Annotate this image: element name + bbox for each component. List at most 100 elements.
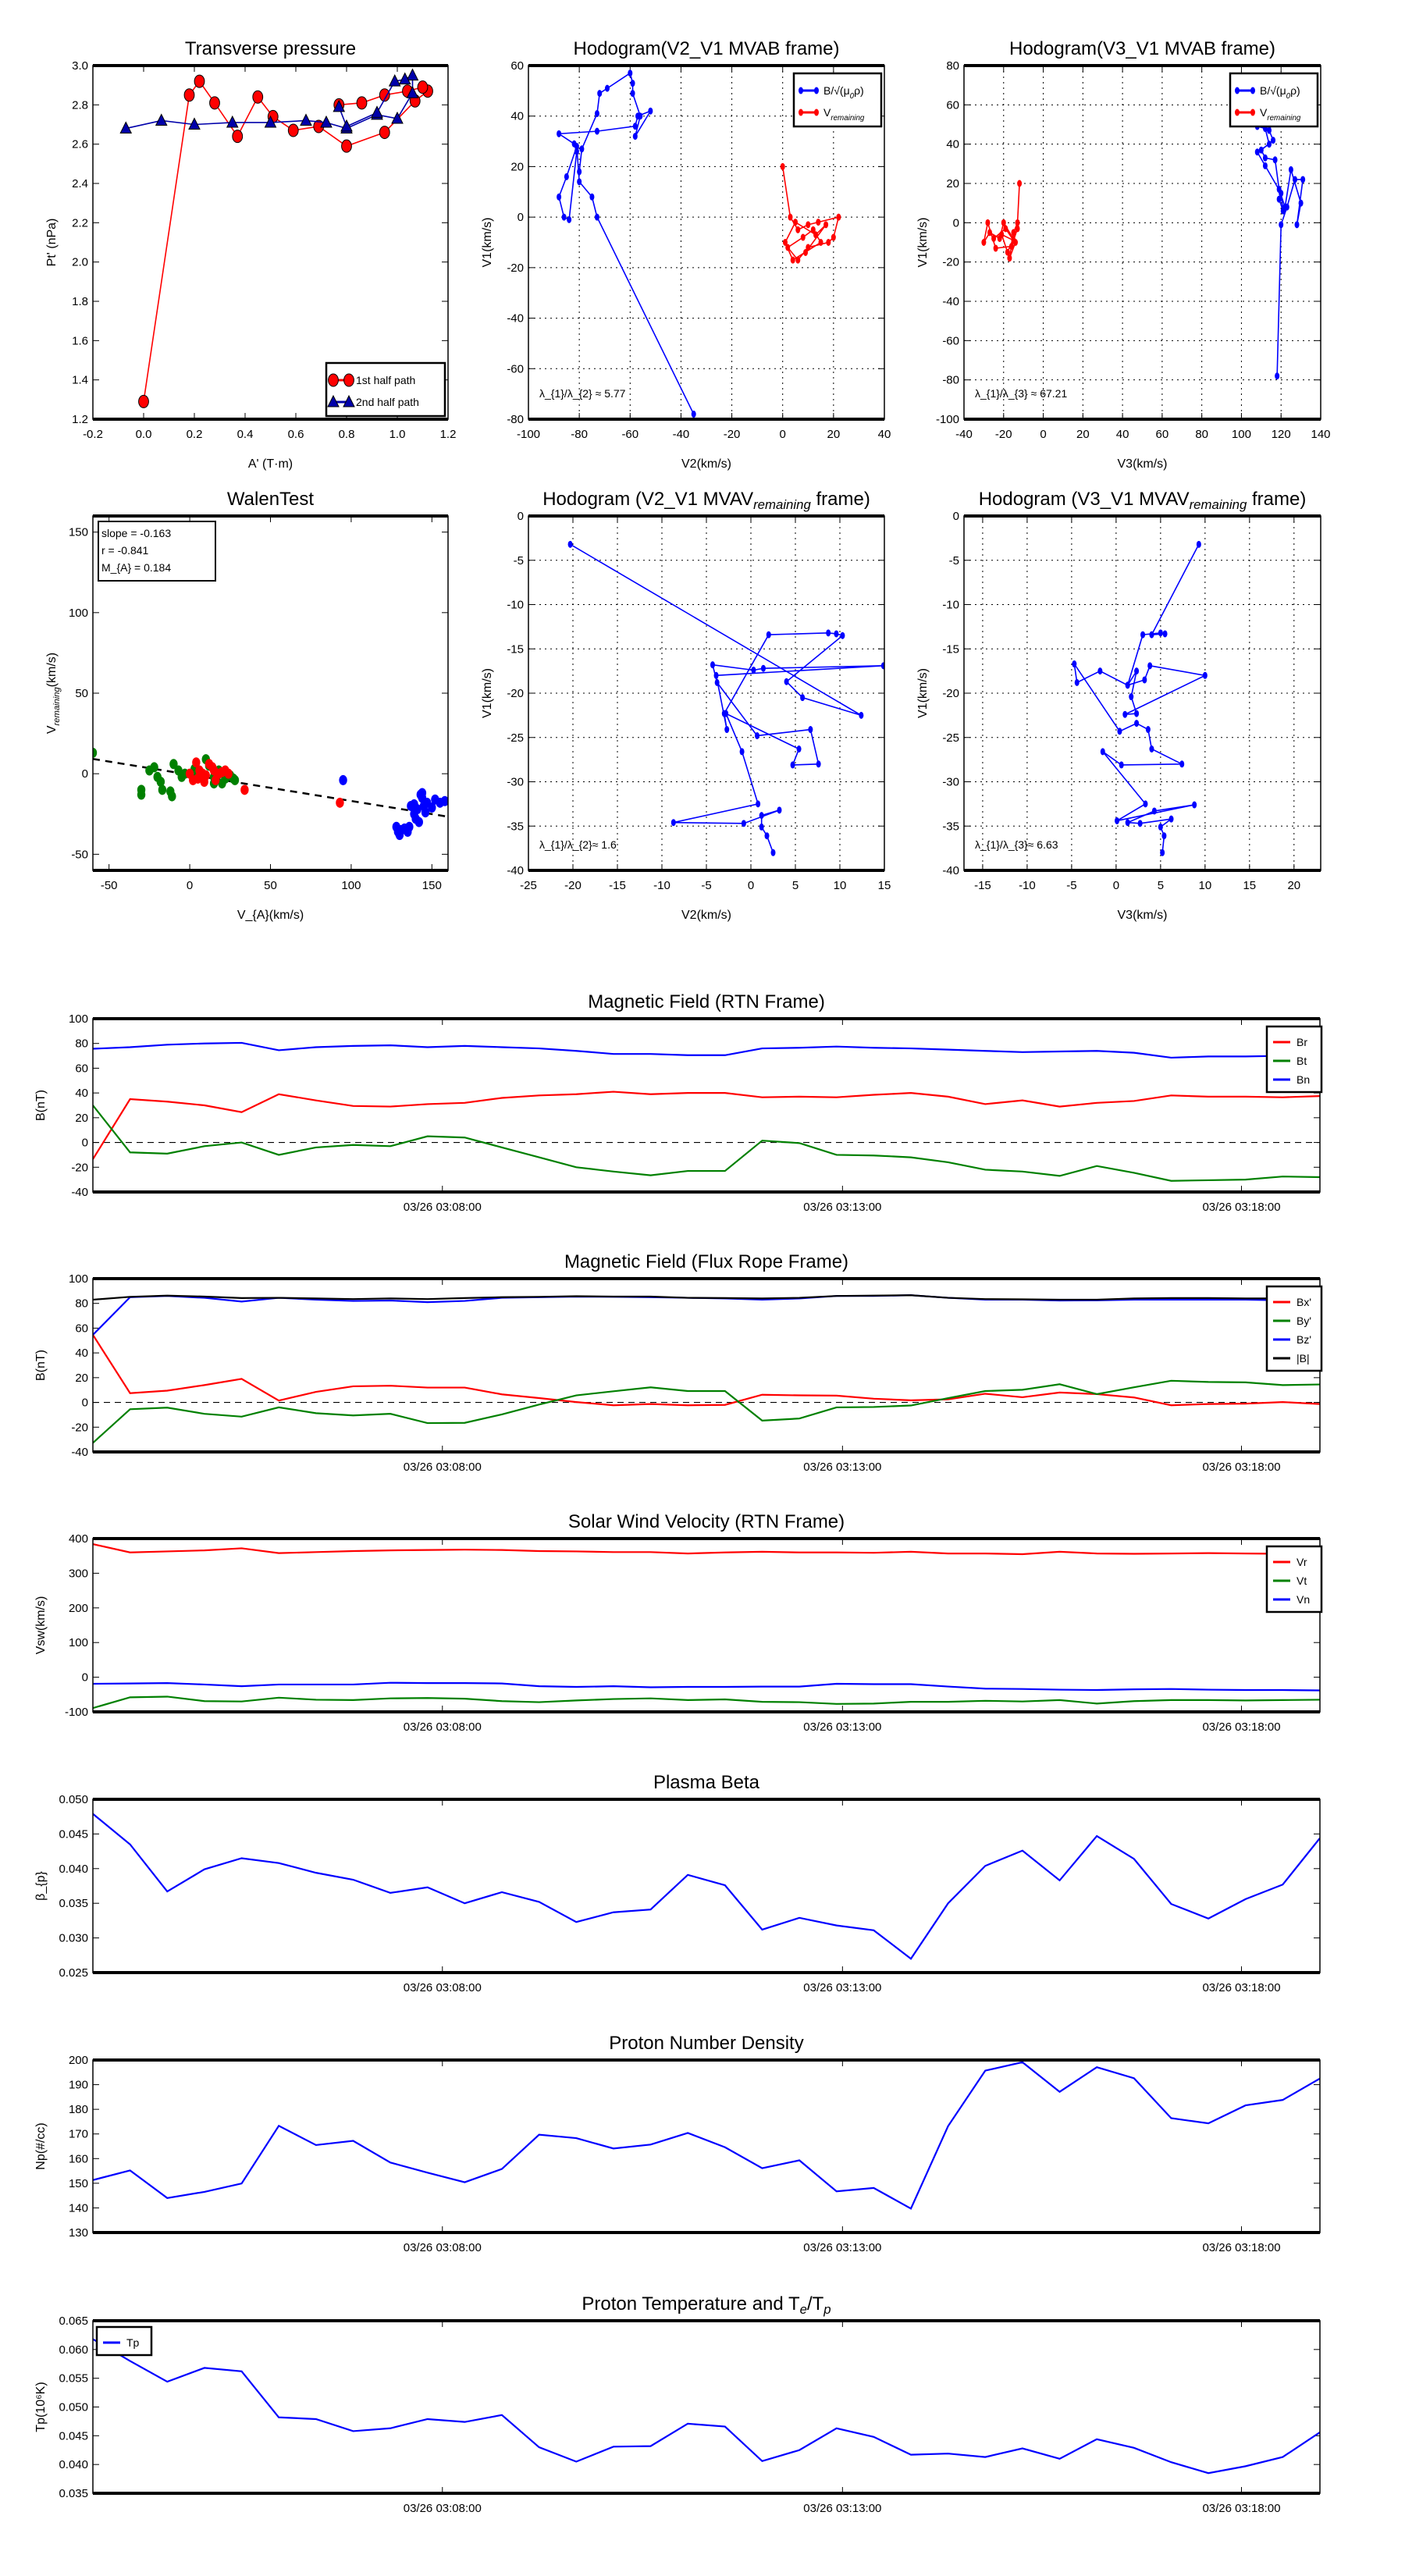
y-tick-label: 20 bbox=[75, 1112, 88, 1125]
y-tick-label: -60 bbox=[507, 362, 524, 375]
data-point bbox=[1196, 540, 1201, 548]
data-point bbox=[188, 117, 201, 130]
data-point bbox=[818, 239, 823, 246]
data-point bbox=[1145, 726, 1151, 734]
x-tick-label: 10 bbox=[834, 879, 847, 892]
data-point bbox=[784, 678, 789, 685]
data-point bbox=[826, 239, 831, 246]
x-tick-label: 03/26 03:08:00 bbox=[404, 2502, 482, 2515]
x-tick-label: 0.2 bbox=[187, 428, 203, 441]
y-tick-label: -15 bbox=[507, 642, 524, 656]
legend-item: Br bbox=[1273, 1036, 1307, 1048]
data-point bbox=[388, 74, 401, 87]
x-tick-label: 03/26 03:08:00 bbox=[404, 2241, 482, 2254]
hodogram-v2-v1-mvab-chart: Hodogram(V2_V1 MVAB frame) -100 -80 -60 -40 -… bbox=[481, 38, 891, 471]
x-tick-label: 0.6 bbox=[288, 428, 304, 441]
y-tick-label: 0.060 bbox=[59, 2343, 88, 2357]
data-point bbox=[710, 661, 715, 669]
legend-label: Vt bbox=[1297, 1574, 1307, 1587]
series-b-0- bbox=[557, 69, 696, 418]
data-point bbox=[1005, 248, 1010, 256]
x-tick-label: -10 bbox=[653, 879, 670, 892]
y-axis-label: B(nT) bbox=[34, 1350, 48, 1381]
eigenvalue-ratio: λ_{1}/λ_{3} ≈ 67.21 bbox=[975, 387, 1067, 400]
y-tick-label: 0.035 bbox=[59, 2487, 88, 2500]
legend-label: B/√(μ0ρ) bbox=[823, 84, 864, 101]
legend-item: Vremaining bbox=[1235, 106, 1301, 123]
data-point bbox=[155, 113, 168, 126]
y-tick-label: 0.030 bbox=[59, 1932, 88, 1945]
axes-frame bbox=[92, 2059, 1321, 2233]
y-tick-label: -10 bbox=[942, 599, 959, 612]
data-point bbox=[759, 823, 764, 831]
series-by- bbox=[93, 1379, 1320, 1444]
x-tick-label: 03/26 03:18:00 bbox=[1202, 1461, 1280, 1474]
x-tick-label: 03/26 03:08:00 bbox=[404, 1981, 482, 1994]
x-tick-label: 5 bbox=[1158, 879, 1164, 892]
y-tick-label: -80 bbox=[942, 374, 959, 387]
data-point bbox=[417, 80, 429, 94]
y-tick-label: -40 bbox=[942, 295, 959, 308]
axes-frame bbox=[92, 1799, 1321, 1973]
data-point bbox=[816, 219, 821, 226]
x-tick-label: -80 bbox=[571, 428, 588, 441]
x-tick-label: -20 bbox=[564, 879, 582, 892]
data-point bbox=[785, 244, 791, 251]
legend-item: Vt bbox=[1273, 1574, 1307, 1587]
x-tick-label: 0 bbox=[1113, 879, 1119, 892]
y-tick-label: -20 bbox=[507, 262, 524, 275]
legend-item: 1st half path bbox=[328, 373, 415, 387]
data-point bbox=[823, 221, 829, 229]
y-tick-label: -40 bbox=[71, 1186, 88, 1199]
legend-label: Br bbox=[1297, 1036, 1307, 1048]
chart-title: Magnetic Field (RTN Frame) bbox=[588, 991, 825, 1012]
data-point bbox=[1134, 667, 1140, 675]
data-point bbox=[991, 234, 997, 242]
legend-box bbox=[1265, 1025, 1323, 1094]
y-tick-label: 40 bbox=[75, 1347, 88, 1360]
legend: 1st half path 2nd half path bbox=[325, 361, 446, 418]
legend-item: Bz' bbox=[1273, 1333, 1311, 1346]
data-point bbox=[93, 747, 98, 758]
y-tick-label: 0.035 bbox=[59, 1897, 88, 1910]
data-point bbox=[156, 777, 165, 787]
data-point bbox=[1125, 681, 1130, 689]
y-tick-label: -50 bbox=[71, 848, 88, 861]
series-bx- bbox=[93, 1334, 1320, 1407]
data-point bbox=[780, 162, 785, 170]
plot-area bbox=[93, 1041, 1320, 1182]
y-tick-label: 100 bbox=[69, 1636, 88, 1649]
legend-box bbox=[325, 361, 446, 418]
y-tick-label: -35 bbox=[507, 820, 524, 833]
data-point bbox=[1115, 817, 1120, 824]
data-point bbox=[561, 213, 567, 221]
x-tick-label: 03/26 03:18:00 bbox=[1202, 1201, 1280, 1214]
legend-box bbox=[1229, 72, 1319, 128]
x-tick-label: 1.2 bbox=[440, 428, 457, 441]
legend-label: Vn bbox=[1297, 1593, 1310, 1606]
y-tick-label: 60 bbox=[75, 1322, 88, 1335]
y-tick-label: 0 bbox=[953, 216, 959, 229]
series-np bbox=[93, 2061, 1320, 2210]
series-vr bbox=[93, 1543, 1320, 1556]
y-tick-label: -20 bbox=[942, 687, 959, 700]
data-point bbox=[1279, 190, 1284, 197]
x-tick-label: 20 bbox=[1287, 879, 1300, 892]
x-tick-label: 0 bbox=[1040, 428, 1046, 441]
series-bn bbox=[93, 1041, 1320, 1059]
data-point bbox=[1254, 148, 1260, 156]
y-tick-label: -35 bbox=[942, 820, 959, 833]
data-point bbox=[119, 121, 133, 134]
y-tick-label: 0 bbox=[953, 510, 959, 523]
series-b-0- bbox=[1254, 116, 1306, 380]
chart-title: Proton Number Density bbox=[609, 2033, 803, 2054]
series-line bbox=[557, 72, 695, 415]
hodogram-v3-v1-mvav-chart: Hodogram (V3_V1 MVAVremaining frame) -15 -… bbox=[916, 489, 1321, 922]
y-axis-label: V1(km/s) bbox=[481, 218, 494, 268]
stats-line: r = -0.841 bbox=[101, 544, 149, 557]
x-tick-label: -25 bbox=[520, 879, 537, 892]
data-point bbox=[192, 757, 201, 768]
x-tick-label: -15 bbox=[609, 879, 626, 892]
y-tick-label: 150 bbox=[69, 526, 88, 539]
